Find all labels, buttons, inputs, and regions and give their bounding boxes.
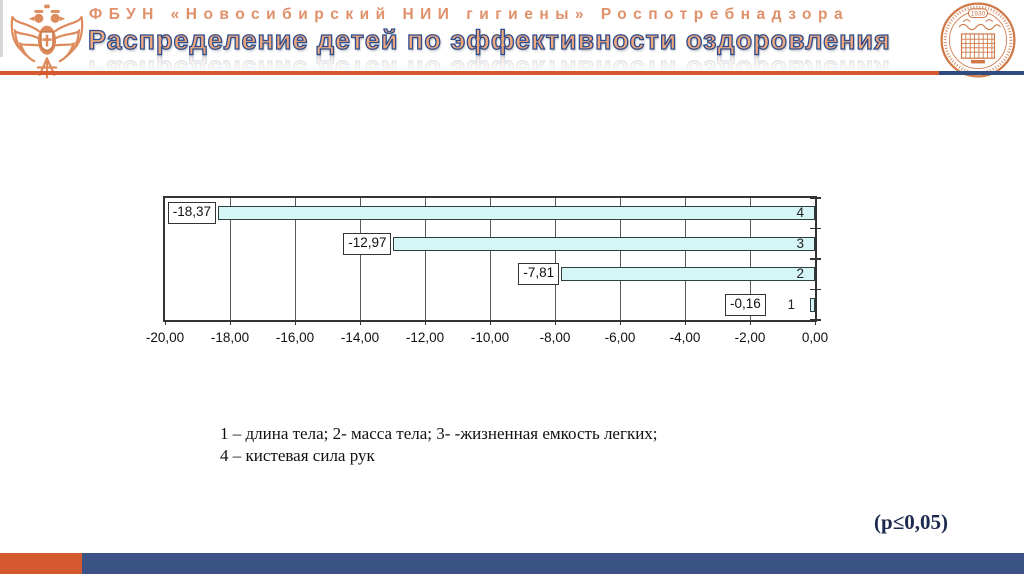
value-label: -7,81	[518, 263, 560, 286]
category-axis-tick	[810, 258, 821, 260]
x-axis-label: -18,00	[210, 330, 250, 345]
category-axis-tick	[810, 197, 821, 199]
gridline	[749, 198, 751, 320]
rospotrebnadzor-eagle-icon	[6, 2, 88, 82]
bar	[561, 267, 815, 282]
x-axis-tick	[684, 320, 686, 325]
header-divider-navy	[939, 71, 1024, 75]
x-axis-tick	[489, 320, 491, 325]
window-edge-strip	[0, 0, 3, 57]
gridline	[229, 198, 231, 320]
plot-area: -20,00 -18,00 -16,00 -14,00 -12,00 -10,00 -8,0…	[146, 196, 828, 345]
gridline	[489, 198, 491, 320]
x-axis-label: -4,00	[669, 330, 701, 345]
x-axis-tick	[619, 320, 621, 325]
x-axis-tick	[424, 320, 426, 325]
category-label: 1	[787, 296, 795, 312]
institution-name: ФБУН «Новосибирский НИИ гигиены» Роспотр…	[89, 6, 850, 23]
x-axis-tick	[749, 320, 751, 325]
category-label: 2	[796, 266, 804, 282]
x-axis-tick	[294, 320, 296, 325]
value-label: -18,37	[167, 202, 216, 225]
gridline	[359, 198, 361, 320]
bar	[809, 297, 815, 312]
gridline	[424, 198, 426, 320]
category-label: 3	[796, 235, 804, 251]
institute-seal-icon: 1930	[938, 1, 1018, 79]
x-axis-label: -2,00	[734, 330, 766, 345]
gridline	[684, 198, 686, 320]
gridline	[619, 198, 621, 320]
seal-year-text: 1930	[971, 11, 986, 18]
slide-title-reflection: Распределение детей по эффективности озд…	[87, 54, 891, 85]
x-axis-label: -14,00	[340, 330, 380, 345]
x-axis-label: -6,00	[604, 330, 636, 345]
gridline	[554, 198, 556, 320]
x-axis-label: -16,00	[275, 330, 315, 345]
x-axis-label: -10,00	[470, 330, 510, 345]
category-axis-tick	[810, 227, 821, 230]
category-label: 4	[796, 205, 804, 221]
x-axis-tick	[359, 320, 361, 325]
value-label: -0,16	[725, 293, 766, 316]
footer-bar-navy	[82, 553, 1024, 574]
x-axis-label: 0,00	[801, 330, 829, 345]
header-divider-orange	[0, 71, 939, 75]
slide-title: Распределение детей по эффективности озд…	[87, 24, 891, 55]
x-axis-label: -12,00	[405, 330, 445, 345]
x-axis-tick	[229, 320, 231, 325]
x-axis-label: -8,00	[539, 330, 571, 345]
category-axis-tick	[810, 288, 821, 291]
p-value-note: (p≤0,05)	[874, 510, 948, 534]
bar	[393, 236, 815, 251]
caption-line-1: 1 – длина тела; 2- масса тела; 3- -жизне…	[220, 424, 658, 443]
category-axis-tick	[810, 319, 821, 321]
bar	[217, 206, 815, 221]
x-axis-tick	[164, 320, 166, 325]
x-axis-label: -20,00	[145, 330, 185, 345]
chart-caption: 1 – длина тела; 2- масса тела; 3- -жизне…	[220, 423, 658, 467]
x-axis-tick	[554, 320, 556, 325]
x-axis-tick	[814, 320, 816, 325]
footer-bar-orange	[0, 553, 82, 574]
caption-line-2: 4 – кистевая сила рук	[220, 446, 375, 465]
gridline	[294, 198, 296, 320]
value-label: -12,97	[343, 232, 392, 255]
